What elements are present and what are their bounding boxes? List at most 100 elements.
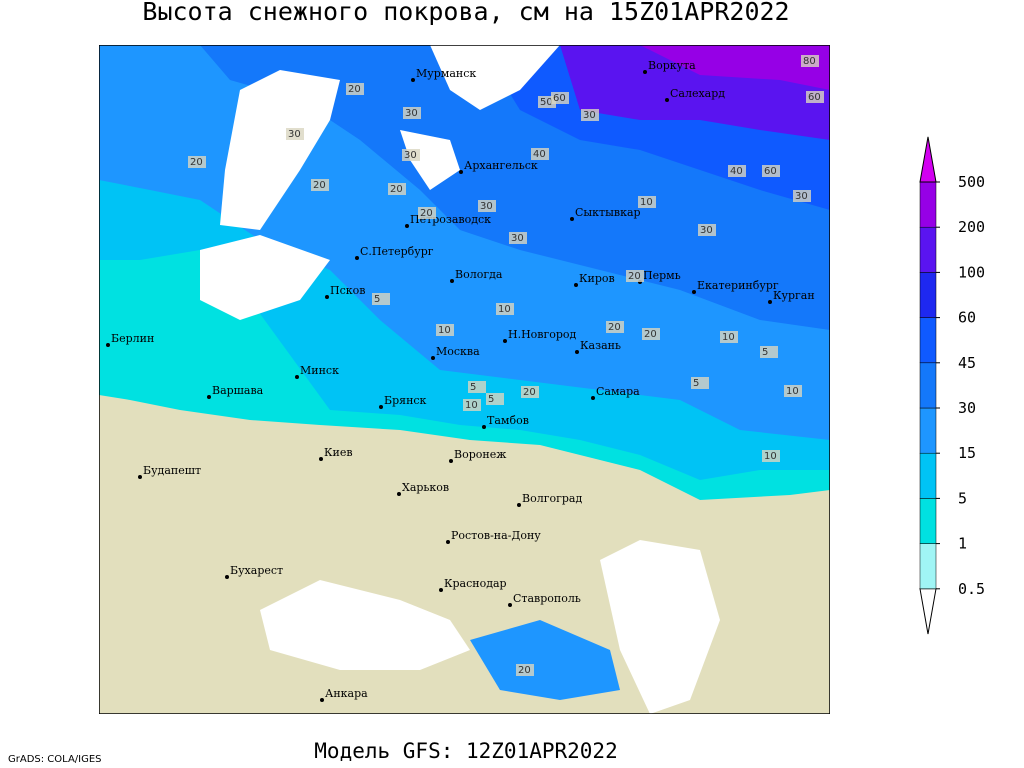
- city-label: Киев: [324, 446, 353, 459]
- city-label: Пермь: [643, 269, 681, 282]
- contour-label-bg: [801, 55, 819, 67]
- color-label: 45: [958, 354, 976, 372]
- contour-label: 10: [786, 386, 799, 397]
- city-label: Н.Новгород: [508, 328, 577, 341]
- color-bin: [919, 452, 937, 499]
- city-label: Ставрополь: [513, 592, 581, 605]
- color-label: 500: [958, 173, 985, 191]
- contour-label-bg: [626, 270, 644, 282]
- city-label: Волгоград: [522, 492, 582, 505]
- contour-label-bg: [478, 200, 496, 212]
- contour-label: 20: [390, 184, 403, 195]
- contour-label-bg: [762, 165, 780, 177]
- city-label: Воронеж: [454, 448, 506, 461]
- city-label: Анкара: [325, 687, 368, 700]
- contour-label: 40: [730, 166, 743, 177]
- city-dot: [446, 540, 450, 544]
- sea-black: [260, 580, 470, 670]
- color-bin: [919, 407, 937, 454]
- contour-label: 30: [511, 233, 524, 244]
- contour-label: 30: [404, 150, 417, 161]
- city-dot: [449, 459, 453, 463]
- city-label: Псков: [330, 284, 365, 297]
- city-dot: [207, 395, 211, 399]
- labels: МурманскВоркутаСалехардАрхангельскПетроз…: [106, 55, 824, 702]
- contour-label: 20: [348, 84, 361, 95]
- color-bin: [919, 226, 937, 273]
- contour-label: 20: [190, 157, 203, 168]
- contour-label: 5: [470, 382, 476, 393]
- city-dot: [431, 356, 435, 360]
- sea-bothnia: [220, 70, 340, 230]
- city-label: С.Петербург: [360, 245, 434, 258]
- city-label: Салехард: [670, 87, 725, 100]
- contour-label-bg: [403, 107, 421, 119]
- city-dot: [503, 339, 507, 343]
- contour-label-bg: [762, 450, 780, 462]
- contour-label: 60: [553, 93, 566, 104]
- contour-label-bg: [516, 664, 534, 676]
- contour-label-bg: [509, 232, 527, 244]
- city-label: Киров: [579, 272, 615, 285]
- contour-label: 10: [722, 332, 735, 343]
- city-dot: [570, 217, 574, 221]
- color-label: 100: [958, 263, 985, 281]
- contour-label-bg: [760, 346, 778, 358]
- city-label: Курган: [773, 289, 815, 302]
- city-dot: [482, 425, 486, 429]
- sea-barents: [430, 45, 560, 110]
- credit: GrADS: COLA/IGES: [8, 754, 102, 765]
- city-label: Архангельск: [464, 159, 538, 172]
- color-label: 30: [958, 399, 976, 417]
- contour-label: 20: [644, 329, 657, 340]
- contour-label: 30: [583, 110, 596, 121]
- contour-label: 5: [374, 294, 380, 305]
- city-dot: [591, 396, 595, 400]
- contour-label: 10: [438, 325, 451, 336]
- contour-label-bg: [551, 92, 569, 104]
- contour-label: 10: [498, 304, 511, 315]
- contour-label: 30: [405, 108, 418, 119]
- contour-label-bg: [346, 83, 364, 95]
- contour-label-bg: [286, 128, 304, 140]
- contour-label: 60: [808, 92, 821, 103]
- city-label: Екатеринбург: [697, 279, 779, 292]
- contour-label: 10: [764, 451, 777, 462]
- contour-label-bg: [806, 91, 824, 103]
- contour-label: 30: [288, 129, 301, 140]
- city-dot: [355, 256, 359, 260]
- city-dot: [397, 492, 401, 496]
- city-dot: [665, 98, 669, 102]
- contour-label-bg: [720, 331, 738, 343]
- contour-label: 20: [420, 208, 433, 219]
- sea-caspian: [600, 540, 720, 714]
- city-dot: [320, 698, 324, 702]
- contour-label: 10: [465, 400, 478, 411]
- footer: Модель GFS: 12Z01APR2022: [314, 739, 617, 763]
- contour-label-bg: [638, 196, 656, 208]
- city-dot: [768, 300, 772, 304]
- city-label: Минск: [300, 364, 339, 377]
- contour-label: 40: [533, 149, 546, 160]
- color-bin: [919, 181, 937, 228]
- contour-label-bg: [372, 293, 390, 305]
- contour-label-bg: [388, 183, 406, 195]
- city-label: Брянск: [384, 394, 427, 407]
- city-dot: [517, 503, 521, 507]
- color-label: 15: [958, 444, 976, 462]
- contour-label-bg: [793, 190, 811, 202]
- city-dot: [450, 279, 454, 283]
- city-dot: [692, 290, 696, 294]
- contour-label: 30: [700, 225, 713, 236]
- city-label: Сыктывкар: [575, 206, 641, 219]
- city-label: Краснодар: [444, 577, 507, 590]
- contour-label-bg: [728, 165, 746, 177]
- color-label: 200: [958, 218, 985, 236]
- contour-label: 20: [518, 665, 531, 676]
- contour-label-bg: [436, 324, 454, 336]
- city-dot: [379, 405, 383, 409]
- contour-label-bg: [311, 179, 329, 191]
- city-dot: [439, 588, 443, 592]
